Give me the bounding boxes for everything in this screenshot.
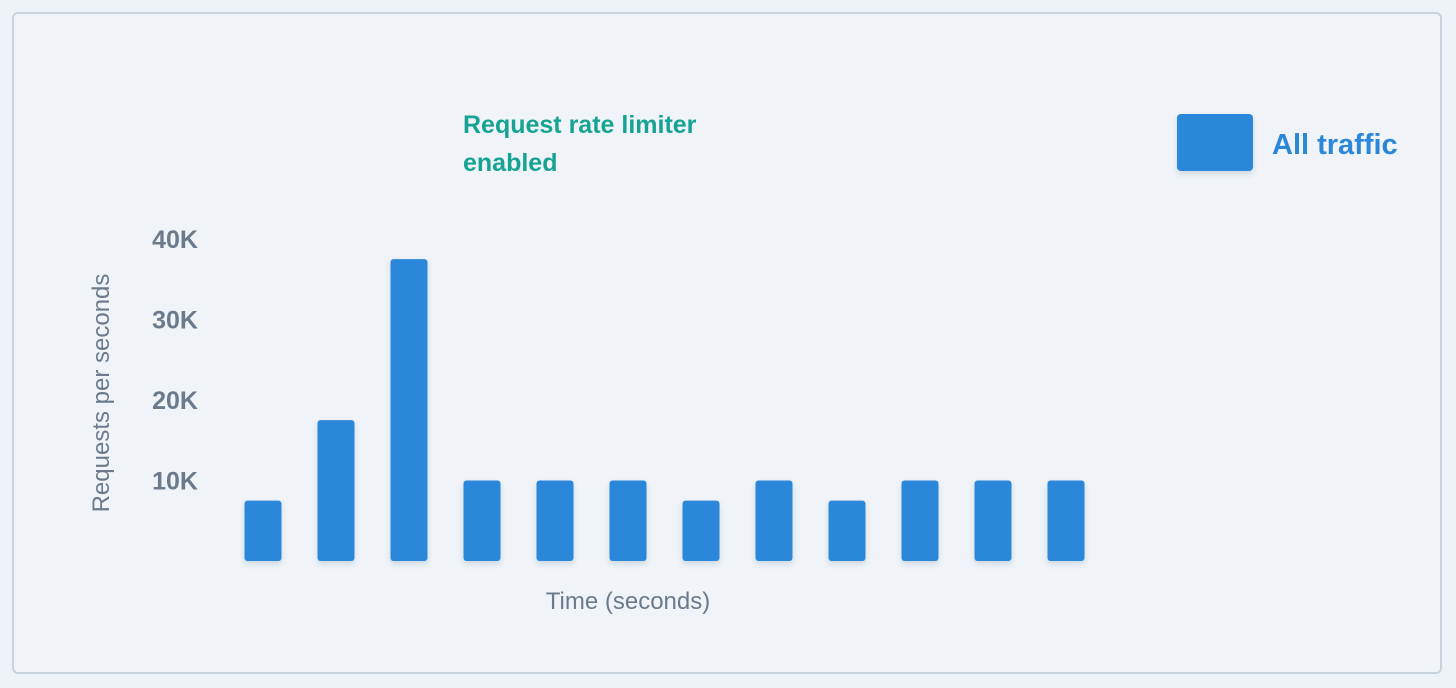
bar (755, 480, 793, 561)
bar (828, 500, 866, 561)
x-axis-label: Time (seconds) (546, 588, 710, 615)
bar (390, 259, 428, 561)
y-axis-label: Requests per seconds (88, 274, 115, 513)
bar (463, 480, 501, 561)
bar (682, 500, 720, 561)
bar (1047, 480, 1085, 561)
bar (901, 480, 939, 561)
bar (244, 500, 282, 561)
y-tick-label: 20K (152, 387, 198, 415)
bars (244, 259, 1085, 561)
annotation-line-2: enabled (463, 149, 557, 177)
bar (609, 480, 647, 561)
legend-swatch (1177, 114, 1253, 171)
legend: All traffic (1177, 114, 1398, 171)
legend-label: All traffic (1272, 129, 1398, 161)
y-axis-ticks: 10K 20K 30K 40K (152, 226, 198, 496)
bar (974, 480, 1012, 561)
y-tick-label: 40K (152, 226, 198, 254)
bar (317, 420, 355, 561)
y-tick-label: 10K (152, 468, 198, 496)
y-tick-label: 30K (152, 307, 198, 335)
annotation-line-1: Request rate limiter (463, 111, 697, 139)
bar (536, 480, 574, 561)
